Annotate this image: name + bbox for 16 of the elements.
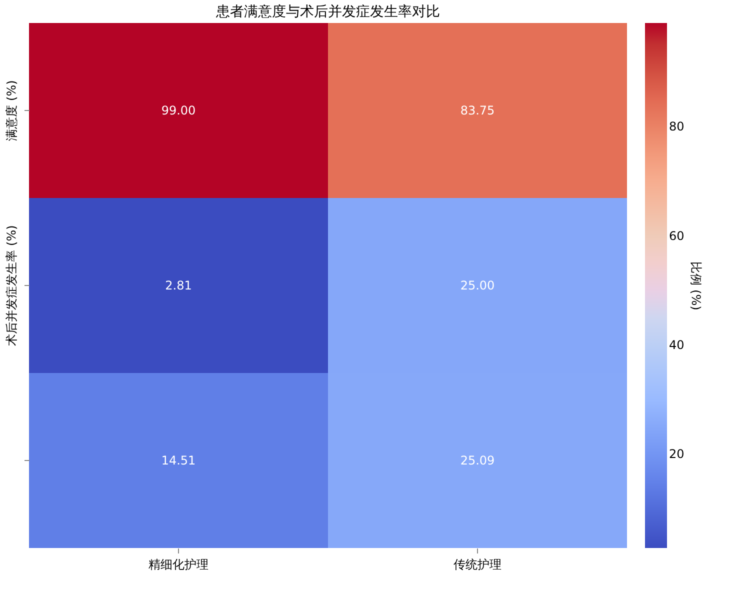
x-tick-label: 传统护理 <box>454 558 502 572</box>
chart-title: 患者满意度与术后并发症发生率对比 <box>215 4 440 20</box>
y-tick-label: 术后并发症发生率 (%) <box>4 225 18 346</box>
data-label: 99.00 <box>161 104 196 118</box>
y-tick-label: 满意度 (%) <box>4 80 18 141</box>
color-bar-label: 20 <box>669 447 684 462</box>
data-label: 2.81 <box>165 278 192 292</box>
color-bar-title: 比例 (%) <box>689 262 703 310</box>
data-label: 83.75 <box>460 104 495 118</box>
data-label: 14.51 <box>161 454 196 468</box>
color-bar-label: 80 <box>669 120 684 134</box>
color-bar-label: 60 <box>669 228 684 243</box>
data-label: 25.00 <box>460 278 495 292</box>
data-label: 25.09 <box>460 454 495 468</box>
color-bar-label: 40 <box>669 338 684 352</box>
x-tick-label: 精细化护理 <box>148 558 208 572</box>
